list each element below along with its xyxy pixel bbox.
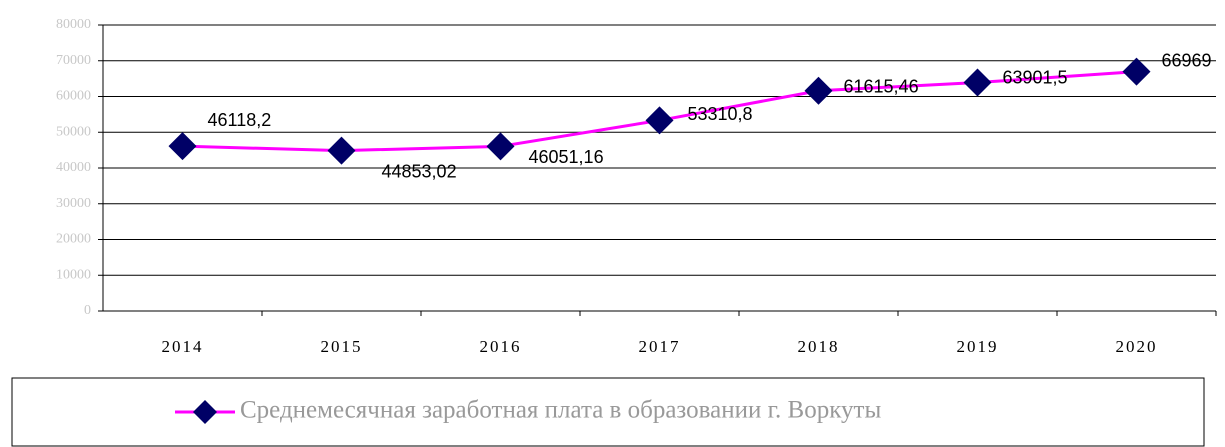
legend-marker — [193, 400, 217, 424]
y-tick-label: 0 — [84, 303, 91, 318]
marker — [804, 76, 833, 105]
legend-box — [11, 377, 1205, 447]
x-tick-label: 2020 — [1116, 337, 1158, 356]
marker — [486, 132, 515, 161]
data-label: 53310,8 — [688, 104, 753, 124]
data-label: 61615,46 — [844, 76, 919, 96]
y-tick-label: 10000 — [56, 267, 91, 282]
marker — [327, 136, 356, 165]
x-tick-label: 2016 — [480, 337, 522, 356]
x-tick-label: 2017 — [639, 337, 681, 356]
x-tick-label: 2018 — [798, 337, 840, 356]
y-tick-label: 30000 — [56, 196, 91, 211]
x-tick-label: 2019 — [957, 337, 999, 356]
y-tick-label: 80000 — [56, 17, 91, 32]
data-label: 44853,02 — [382, 161, 457, 181]
y-tick-label: 60000 — [56, 89, 91, 104]
data-label: 46051,16 — [529, 147, 604, 167]
y-tick-label: 70000 — [56, 53, 91, 68]
marker — [645, 106, 674, 135]
marker — [1122, 57, 1151, 86]
y-tick-label: 20000 — [56, 232, 91, 247]
x-tick-label: 2014 — [162, 337, 204, 356]
legend-label: Среднемесячная заработная плата в образо… — [240, 397, 881, 424]
data-label: 66969 — [1162, 50, 1212, 70]
marker — [168, 132, 197, 161]
data-label: 46118,2 — [208, 110, 272, 130]
data-label: 63901,5 — [1003, 67, 1068, 87]
marker — [963, 68, 992, 97]
y-tick-label: 40000 — [56, 160, 91, 175]
y-tick-label: 50000 — [56, 124, 91, 139]
x-tick-label: 2015 — [321, 337, 363, 356]
